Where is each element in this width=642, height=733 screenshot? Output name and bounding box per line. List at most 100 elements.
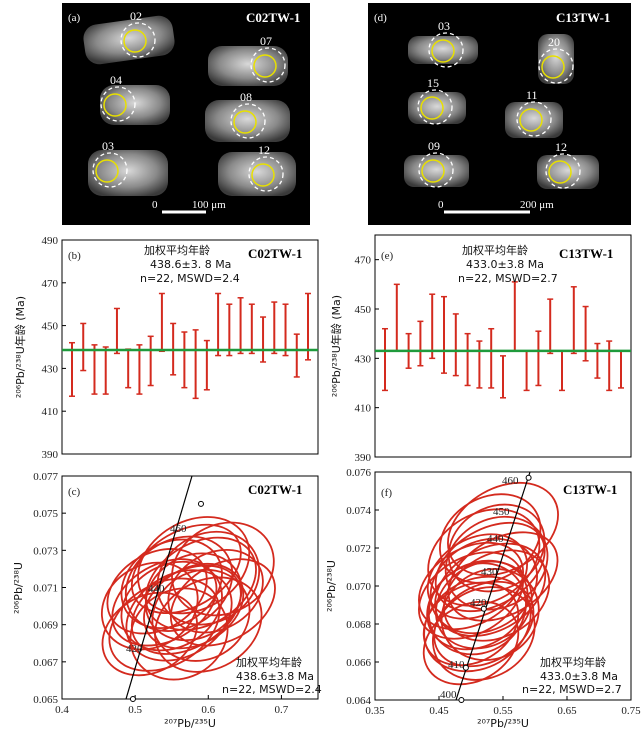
spot-label: 15 (427, 76, 439, 90)
zircon-grain (538, 34, 574, 84)
concordia-curve (125, 475, 193, 700)
concordia-age-label: 430 (481, 566, 498, 578)
error-ellipse (171, 521, 275, 617)
y-tick-label: 390 (42, 449, 59, 461)
analysis-spot-dashed (250, 47, 286, 83)
panel-e-plot: 390 410 430 450 470 (355, 255, 631, 464)
annotation-title-b: 加权平均年龄 (144, 243, 210, 257)
x-tick-label: 0.55 (493, 705, 513, 717)
scale-zero-a: 0 (152, 199, 158, 211)
spot-label: 11 (526, 88, 538, 102)
spot-label: 04 (110, 73, 122, 87)
error-ellipse (444, 515, 549, 611)
ylabel-e: ²⁰⁶Pb/²³⁸U年龄 (Ma) (329, 295, 343, 397)
concordia-age-label: 460 (170, 523, 187, 535)
x-tick-label: 0.65 (557, 705, 577, 717)
y-tick-label: 0.068 (346, 619, 371, 631)
spot-label: 03 (102, 139, 114, 153)
annotation-stats-f: n=22, MSWD=2.7 (522, 683, 622, 696)
panel-c-plot: 0.4 0.5 0.6 0.7 0.065 0.067 0.069 0.071 0.073 0.0… (33, 471, 289, 716)
panel-e: 390 410 430 450 470 (e) C13TW-1 加权平均年龄 433.0… (329, 234, 632, 464)
y-tick-label: 0.072 (346, 543, 371, 555)
zircon-grain (408, 36, 478, 64)
concordia-age-point (462, 664, 469, 671)
y-tick-label: 410 (42, 406, 59, 418)
sample-title-c: C02TW-1 (248, 482, 302, 497)
y-tick-label: 0.069 (33, 620, 58, 632)
y-tick-label: 0.076 (346, 467, 371, 479)
spot-label: 20 (548, 35, 560, 49)
concordia-age-label: 440 (148, 583, 165, 595)
x-tick-label: 0.35 (365, 705, 385, 717)
panel-b: 390 410 430 450 470 490 (b) C02TW-1 加权平均年龄 43… (13, 235, 319, 461)
y-tick-label: 470 (355, 255, 372, 267)
spot-label: 12 (258, 143, 270, 157)
concordia-age-label: 410 (448, 659, 465, 671)
zircon-grain (505, 102, 563, 138)
sample-title-d: C13TW-1 (556, 10, 610, 25)
error-ellipse (167, 548, 264, 634)
error-ellipse (111, 558, 218, 647)
analysis-spot-dashed (428, 32, 464, 68)
concordia-age-label: 440 (487, 533, 504, 545)
sample-title-e: C13TW-1 (559, 246, 613, 261)
spot-label: 09 (428, 139, 440, 153)
analysis-spot-dashed (120, 22, 156, 58)
annotation-stats-e: n=22, MSWD=2.7 (458, 272, 558, 285)
ylabel-b: ²⁰⁶Pb/²³⁸U年龄 (Ma) (13, 296, 27, 398)
analysis-spot-dashed (418, 152, 454, 188)
analysis-spot (421, 159, 445, 183)
y-tick-label: 490 (42, 235, 59, 247)
y-tick-label: 0.066 (346, 657, 371, 669)
y-tick-label: 0.067 (33, 657, 58, 669)
spot-markers-a: 02 07 04 08 03 12 (92, 9, 286, 192)
concordia-age-label: 400 (440, 689, 457, 701)
xlabel-c: ²⁰⁷Pb/²³⁵U (164, 717, 216, 730)
panel-label-a: (a) (68, 12, 81, 24)
y-tick-label: 0.075 (33, 508, 58, 520)
analysis-spot-dashed (92, 152, 128, 188)
y-tick-label: 450 (355, 304, 372, 316)
concordia-age-label: 420 (470, 597, 487, 609)
analysis-spot (420, 96, 444, 120)
analysis-spot-dashed (100, 86, 136, 122)
analysis-spot (233, 110, 257, 134)
zircon-grain (404, 155, 469, 187)
annotation-stats-b: n=22, MSWD=2.4 (140, 272, 240, 285)
panel-d: 03 20 15 11 09 12 (d) C13TW-1 0 200 μm (368, 3, 631, 225)
panel-label-e: (e) (381, 250, 394, 262)
annotation-age-f: 433.0±3.8 Ma (540, 670, 618, 683)
sample-title-a: C02TW-1 (246, 10, 300, 25)
scale-zero-d: 0 (438, 199, 444, 211)
scale-label-a: 100 μm (192, 199, 226, 211)
analysis-spot-dashed (516, 101, 552, 137)
error-ellipse (151, 568, 251, 662)
zircon-grain (88, 150, 168, 196)
zircon-grain (83, 15, 175, 65)
error-ellipse (143, 562, 245, 650)
x-tick-label: 0.45 (429, 705, 449, 717)
panel-e-frame (374, 234, 632, 458)
error-ellipse (439, 493, 542, 584)
panel-label-f: (f) (381, 487, 392, 499)
spot-markers-d: 03 20 15 11 09 12 (417, 19, 581, 189)
x-tick-label: 0.75 (621, 705, 641, 717)
analysis-spot-dashed (417, 89, 453, 125)
panel-c: 0.4 0.5 0.6 0.7 0.065 0.067 0.069 0.071 0.073 0.0… (12, 471, 322, 730)
y-tick-label: 0.071 (33, 583, 58, 595)
analysis-spot-dashed (230, 103, 266, 139)
spot-label: 12 (555, 140, 567, 154)
x-tick-label: 0.6 (201, 704, 215, 716)
panel-label-d: (d) (374, 12, 387, 24)
annotation-title-c: 加权平均年龄 (236, 655, 302, 669)
annotation-title-f: 加权平均年龄 (540, 655, 606, 669)
concordia-age-label: 450 (493, 506, 510, 518)
panel-b-plot: 390 410 430 450 470 490 (42, 235, 318, 461)
panel-label-c: (c) (68, 486, 81, 498)
panel-f-plot: 0.35 0.45 0.55 0.65 0.75 0.064 0.066 0.068 0.070… (346, 467, 641, 717)
concordia-age-point (129, 696, 136, 702)
concordia-age-point (480, 605, 487, 612)
sample-title-f: C13TW-1 (563, 482, 617, 497)
y-tick-label: 0.077 (33, 471, 58, 483)
annotation-age-e: 433.0±3.8 Ma (466, 258, 544, 271)
